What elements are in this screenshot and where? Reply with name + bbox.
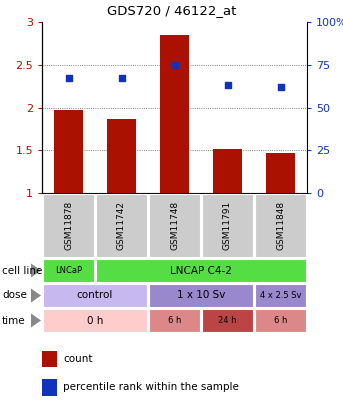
Bar (202, 194, 253, 257)
Bar (96, 194, 147, 257)
Text: control: control (77, 290, 113, 301)
Bar (149, 194, 200, 257)
Bar (255, 194, 306, 257)
Bar (160, 35, 189, 193)
Text: 24 h: 24 h (218, 316, 237, 325)
Text: GSM11848: GSM11848 (276, 201, 285, 250)
Bar (255, 309, 306, 332)
Bar (43, 309, 147, 332)
Polygon shape (31, 313, 41, 328)
Point (278, 84, 283, 90)
Bar (42, 350, 57, 367)
Bar (43, 259, 94, 282)
Polygon shape (31, 264, 41, 277)
Bar (213, 149, 242, 193)
Text: 6 h: 6 h (168, 316, 181, 325)
Text: percentile rank within the sample: percentile rank within the sample (63, 382, 239, 392)
Text: LNCaP: LNCaP (55, 266, 82, 275)
Text: 4 x 2.5 Sv: 4 x 2.5 Sv (260, 291, 301, 300)
Text: LNCAP C4-2: LNCAP C4-2 (170, 266, 232, 275)
Bar (266, 153, 295, 193)
Bar (54, 110, 83, 193)
Text: dose: dose (2, 290, 27, 301)
Point (66, 75, 71, 82)
Text: 6 h: 6 h (274, 316, 287, 325)
Text: 0 h: 0 h (87, 315, 103, 326)
Point (225, 82, 230, 89)
Text: GSM11742: GSM11742 (117, 201, 126, 250)
Text: GSM11748: GSM11748 (170, 201, 179, 250)
Bar (107, 119, 136, 193)
Text: 1 x 10 Sv: 1 x 10 Sv (177, 290, 225, 301)
Text: GDS720 / 46122_at: GDS720 / 46122_at (107, 4, 236, 17)
Text: GSM11791: GSM11791 (223, 201, 232, 250)
Bar (43, 194, 94, 257)
Polygon shape (31, 288, 41, 303)
Text: time: time (2, 315, 26, 326)
Text: GSM11878: GSM11878 (64, 201, 73, 250)
Bar (149, 309, 200, 332)
Bar (202, 309, 253, 332)
Text: count: count (63, 354, 93, 364)
Bar (96, 259, 306, 282)
Point (119, 75, 124, 82)
Bar (149, 284, 253, 307)
Bar (42, 379, 57, 396)
Point (172, 62, 177, 68)
Bar (255, 284, 306, 307)
Bar (43, 284, 147, 307)
Text: cell line: cell line (2, 266, 43, 275)
